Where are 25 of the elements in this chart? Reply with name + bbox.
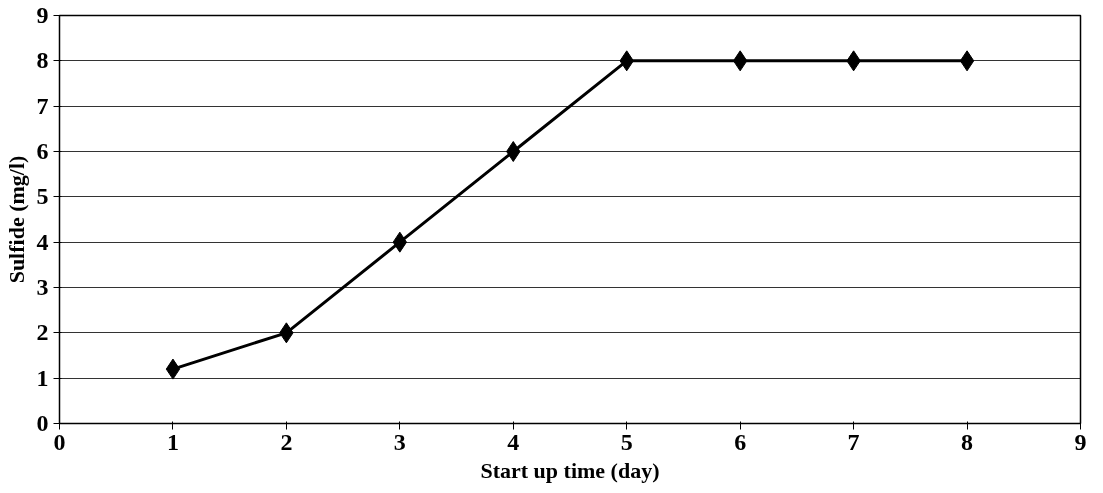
- point: [165, 358, 181, 380]
- y-tick-label: 6: [36, 138, 49, 164]
- y-tick-label: 1: [36, 364, 49, 391]
- y-tick-label: 2: [36, 319, 49, 346]
- y-tick-label: 7: [36, 92, 49, 119]
- x-tick-label: 3: [393, 428, 406, 455]
- x-tick-label: 6: [734, 428, 747, 455]
- x-tick-label: 1: [166, 428, 179, 455]
- x-axis-title: Start up time (day): [480, 457, 660, 483]
- x-tick-label: 2: [280, 428, 293, 455]
- x-tick-label: 5: [620, 428, 633, 455]
- x-tick-label: 9: [1074, 428, 1087, 455]
- y-tick-label: 8: [36, 47, 49, 74]
- y-tick-label: 0: [36, 410, 49, 436]
- x-tick-label: 8: [961, 428, 974, 455]
- y-axis-title: Sulfide (mg/l): [3, 155, 29, 284]
- point: [506, 141, 521, 162]
- y-tick-label: 9: [36, 2, 49, 28]
- x-tick-label: 0: [53, 428, 66, 455]
- y-tick-label: 3: [36, 274, 49, 300]
- y-tick-label: 4: [36, 228, 49, 255]
- x-tick-label: 7: [847, 428, 860, 455]
- point: [959, 50, 975, 72]
- y-tick-label: 5: [36, 183, 49, 210]
- x-tick-label: 4: [507, 428, 520, 455]
